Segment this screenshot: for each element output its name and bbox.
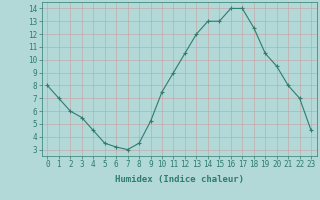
X-axis label: Humidex (Indice chaleur): Humidex (Indice chaleur) bbox=[115, 175, 244, 184]
